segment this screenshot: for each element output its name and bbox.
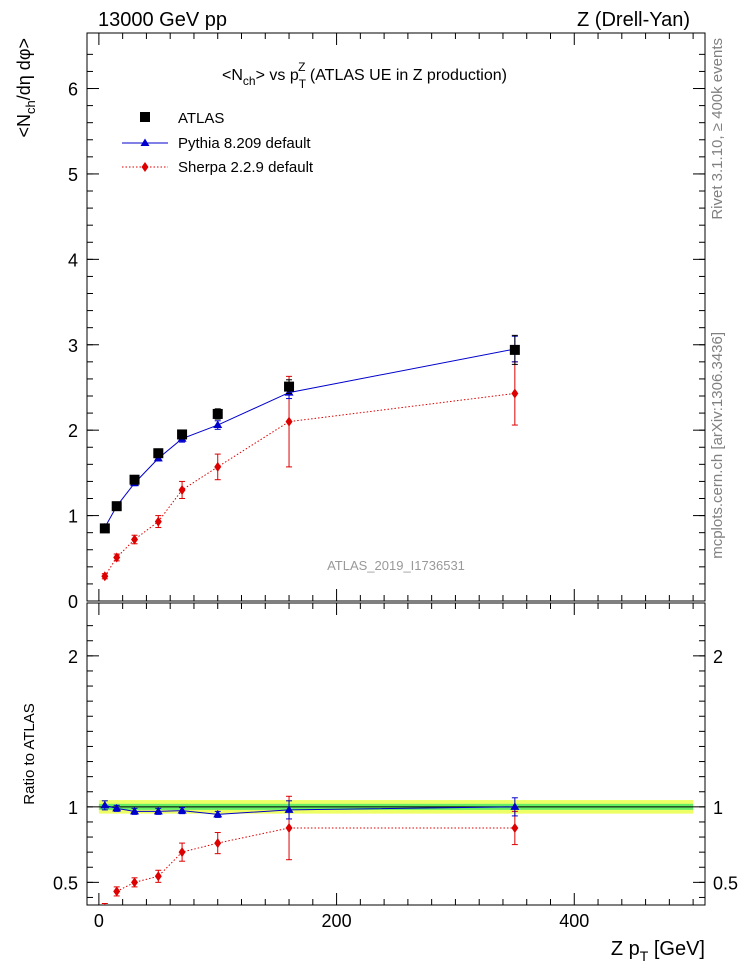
y-tick-label: 1 bbox=[68, 507, 78, 527]
xlabel-part-a: Z p bbox=[611, 938, 640, 960]
y-tick-label: 5 bbox=[68, 165, 78, 185]
ylabel-part-a: <N bbox=[14, 114, 34, 138]
series-line bbox=[104, 348, 515, 528]
main-y-ticks: 0 1 2 3 4 5 6 bbox=[68, 53, 705, 612]
series-line bbox=[104, 392, 515, 577]
legend-label-sherpa: Sherpa 2.2.9 default bbox=[178, 159, 314, 176]
ratio-y-tick-label-right: 2 bbox=[713, 647, 723, 667]
ratio-frame bbox=[86, 602, 706, 906]
data-point bbox=[511, 388, 519, 399]
ylabel-part-b: /dη dφ> bbox=[14, 38, 34, 100]
ratio-y-tick-label: 0.5 bbox=[53, 873, 78, 893]
data-point bbox=[178, 484, 186, 495]
data-point bbox=[177, 429, 188, 440]
legend: ATLAS Pythia 8.209 default Sherpa 2.2.9 … bbox=[122, 110, 314, 176]
main-x-ticks bbox=[98, 33, 694, 601]
data-point bbox=[509, 344, 520, 355]
ratio-x-ticks: 0 200 400 bbox=[94, 603, 694, 931]
data-point bbox=[214, 461, 222, 472]
ratio-panel: 0.5 0.5 1 1 2 2 0 200 400 Ratio to ATLAS Z pT [… bbox=[21, 602, 738, 964]
xlabel-part-b: [GeV] bbox=[648, 938, 705, 960]
title-sub-b: T bbox=[299, 77, 307, 91]
data-point bbox=[129, 474, 140, 485]
rivet-label: Rivet 3.1.10, ≥ 400k events bbox=[709, 38, 726, 220]
xlabel-sub: T bbox=[640, 948, 649, 964]
main-y-axis-label: <Nch/dη dφ> bbox=[14, 38, 38, 137]
x-tick-label: 400 bbox=[559, 911, 589, 931]
ylabel-sub: ch bbox=[23, 100, 38, 114]
data-point bbox=[285, 416, 293, 427]
y-tick-label: 3 bbox=[68, 336, 78, 356]
data-point bbox=[285, 822, 293, 833]
mcplots-label: mcplots.cern.ch [arXiv:1306.3436] bbox=[709, 332, 726, 559]
data-point bbox=[510, 802, 520, 810]
ratio-y-tick-label-right: 0.5 bbox=[713, 873, 738, 893]
data-point bbox=[511, 822, 519, 833]
data-point bbox=[154, 871, 162, 882]
x-axis-label: Z pT [GeV] bbox=[611, 938, 705, 964]
main-series bbox=[99, 334, 520, 582]
x-tick-label: 200 bbox=[322, 911, 352, 931]
data-point bbox=[131, 534, 139, 545]
ratio-y-tick-label: 2 bbox=[68, 647, 78, 667]
title-sup-b: Z bbox=[298, 60, 305, 74]
data-point bbox=[113, 552, 121, 563]
y-tick-label: 0 bbox=[68, 592, 78, 612]
data-point bbox=[153, 448, 164, 459]
data-point bbox=[212, 408, 223, 419]
data-point bbox=[100, 800, 110, 809]
ratio-y-axis-label: Ratio to ATLAS bbox=[21, 703, 38, 804]
data-point bbox=[213, 420, 223, 429]
data-point bbox=[154, 516, 162, 527]
legend-label-pythia: Pythia 8.209 default bbox=[178, 135, 311, 152]
title-part-c: (ATLAS UE in Z production) bbox=[305, 67, 507, 84]
ratio-y-tick-label-right: 1 bbox=[713, 798, 723, 818]
legend-marker-atlas bbox=[140, 112, 150, 122]
data-point bbox=[284, 805, 294, 813]
legend-label-atlas: ATLAS bbox=[178, 110, 224, 127]
data-point bbox=[178, 847, 186, 858]
data-point bbox=[113, 886, 121, 897]
data-point bbox=[131, 877, 139, 888]
data-point bbox=[130, 806, 140, 815]
data-point bbox=[111, 501, 122, 512]
y-tick-label: 4 bbox=[68, 250, 78, 270]
process-label: Z (Drell-Yan) bbox=[577, 9, 690, 31]
series-line bbox=[116, 827, 515, 892]
x-tick-label: 0 bbox=[94, 911, 104, 931]
data-point bbox=[153, 806, 163, 815]
y-tick-label: 2 bbox=[68, 421, 78, 441]
data-point bbox=[177, 806, 187, 814]
ratio-y-ticks: 0.5 0.5 1 1 2 2 bbox=[53, 625, 738, 898]
data-point bbox=[112, 803, 122, 812]
legend-marker-sherpa bbox=[141, 162, 149, 172]
chart-title: <Nch> vs pTZ (ATLAS UE in Z production) bbox=[222, 60, 507, 91]
data-point bbox=[213, 809, 223, 818]
data-point bbox=[101, 571, 109, 582]
energy-label: 13000 GeV pp bbox=[98, 9, 227, 31]
main-frame bbox=[86, 32, 706, 602]
data-point bbox=[214, 838, 222, 849]
title-sub-a: ch bbox=[243, 74, 256, 88]
title-part-b: > vs p bbox=[256, 67, 299, 84]
y-tick-label: 6 bbox=[68, 80, 78, 100]
ratio-uncertainty-band bbox=[98, 800, 694, 814]
ratio-y-tick-label: 1 bbox=[68, 798, 78, 818]
legend-marker-pythia bbox=[140, 138, 150, 146]
title-part-a: <N bbox=[222, 67, 243, 84]
data-point bbox=[99, 523, 110, 534]
data-point bbox=[284, 381, 295, 392]
ratio-series bbox=[100, 795, 520, 905]
analysis-watermark: ATLAS_2019_I1736531 bbox=[327, 558, 465, 573]
